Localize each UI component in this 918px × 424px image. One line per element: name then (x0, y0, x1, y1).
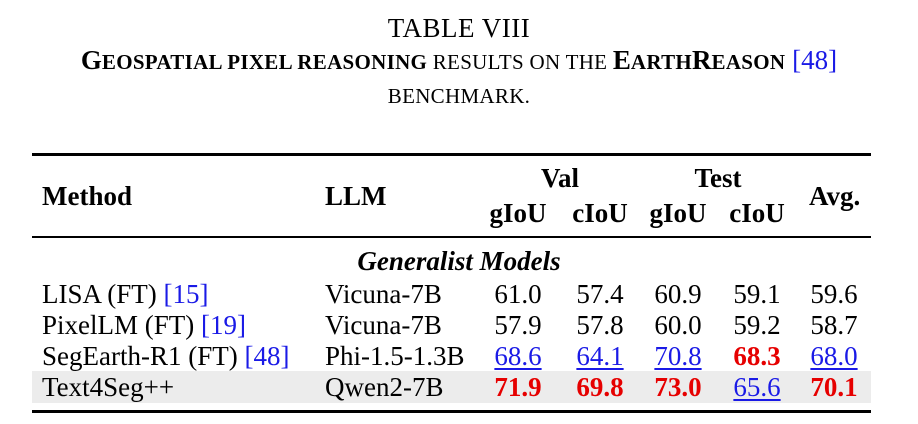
method-name: LISA (FT) [15] (42, 278, 208, 310)
llm-name: Qwen2-7B (325, 372, 444, 402)
table-row: SegEarth-R1 (FT) [48] Phi-1.5-1.3B 68.6 … (32, 340, 871, 372)
val-giou: 68.6 (478, 340, 558, 372)
method-citation[interactable]: [48] (244, 341, 290, 371)
table-title: GEOSPATIAL PIXEL REASONING RESULTS ON TH… (0, 44, 918, 78)
title-middle: RESULTS ON THE (427, 50, 613, 74)
group-title: Generalist Models (357, 246, 561, 276)
header-ciou-test: cIoU (729, 198, 785, 228)
title-dataset-R: R (692, 45, 712, 75)
method-citation[interactable]: [15] (163, 279, 209, 309)
header-method: Method (42, 181, 132, 211)
title-dataset-mid: ARTH (630, 50, 693, 74)
method-label: SegEarth-R1 (FT) (42, 341, 245, 371)
header-llm: LLM (325, 181, 387, 211)
method-label: PixelLM (FT) (42, 310, 201, 340)
test-giou: 60.0 (654, 310, 702, 340)
table-number: TABLE VIII (387, 13, 531, 43)
llm-name: Vicuna-7B (325, 279, 442, 309)
table-row-highlighted: Text4Seg++ Qwen2-7B 71.9 69.8 73.0 65.6 … (32, 371, 871, 403)
test-giou-value: 70.8 (654, 341, 702, 371)
header-test: Test (694, 163, 742, 193)
test-ciou: 59.2 (733, 310, 781, 340)
test-giou: 60.9 (654, 279, 702, 309)
val-ciou: 64.1 (560, 340, 640, 372)
val-giou: 57.9 (494, 310, 542, 340)
val-giou: 71.9 (494, 372, 542, 402)
method-name: Text4Seg++ (42, 372, 175, 402)
method-name: PixelLM (FT) [19] (42, 309, 246, 341)
mid-rule (32, 236, 871, 238)
header-val: Val (540, 163, 580, 193)
method-citation[interactable]: [19] (201, 310, 246, 340)
header-ciou-val: cIoU (572, 198, 628, 228)
table-row: LISA (FT) [15] Vicuna-7B 61.0 57.4 60.9 … (32, 278, 871, 310)
title-citation[interactable]: [48] (792, 45, 838, 75)
test-giou: 70.8 (638, 340, 718, 372)
val-giou-value: 68.6 (494, 341, 542, 371)
val-ciou: 57.4 (576, 279, 624, 309)
header-avg: Avg. (809, 181, 861, 211)
method-name: SegEarth-R1 (FT) [48] (42, 340, 289, 372)
method-label: LISA (FT) (42, 279, 164, 309)
avg: 70.1 (810, 372, 858, 402)
table-title-line3: BENCHMARK. (387, 84, 531, 108)
top-rule (32, 153, 871, 156)
avg: 59.6 (810, 279, 858, 309)
avg-value: 68.0 (810, 341, 858, 371)
test-giou: 73.0 (654, 372, 702, 402)
val-giou: 61.0 (494, 279, 542, 309)
avg: 58.7 (810, 310, 858, 340)
val-ciou: 69.8 (576, 372, 624, 402)
test-ciou: 59.1 (733, 279, 781, 309)
val-ciou-value: 64.1 (576, 341, 624, 371)
test-ciou-value: 65.6 (733, 372, 781, 402)
title-dataset-rest: EASON (711, 50, 786, 74)
avg: 68.0 (794, 340, 874, 372)
title-word-1-rest: EOSPATIAL PIXEL REASONING (101, 50, 428, 74)
test-ciou: 65.6 (717, 371, 797, 403)
test-ciou: 68.3 (733, 341, 781, 371)
table-row: PixelLM (FT) [19] Vicuna-7B 57.9 57.8 60… (32, 309, 871, 341)
title-dataset-initial: E (612, 45, 631, 75)
header-giou-val: gIoU (489, 198, 547, 228)
title-word-1-initial: G (80, 45, 102, 75)
val-ciou: 57.8 (576, 310, 624, 340)
llm-name: Vicuna-7B (325, 310, 442, 340)
bottom-rule (32, 410, 871, 413)
llm-name: Phi-1.5-1.3B (325, 341, 465, 371)
header-giou-test: gIoU (649, 198, 707, 228)
